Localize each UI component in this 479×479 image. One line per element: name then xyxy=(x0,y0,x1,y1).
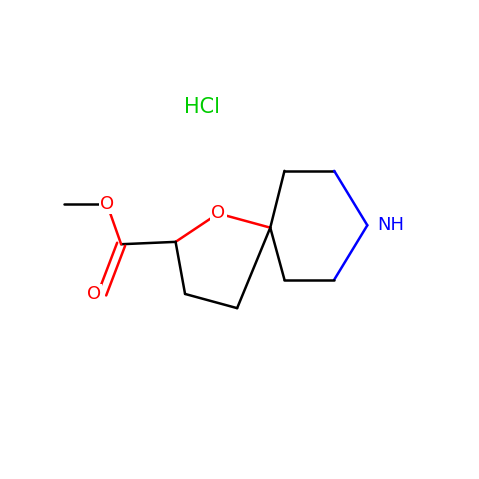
Text: O: O xyxy=(87,285,101,303)
Text: O: O xyxy=(211,205,225,222)
Text: HCl: HCl xyxy=(183,97,220,117)
Text: NH: NH xyxy=(378,217,405,234)
Text: O: O xyxy=(100,195,114,213)
